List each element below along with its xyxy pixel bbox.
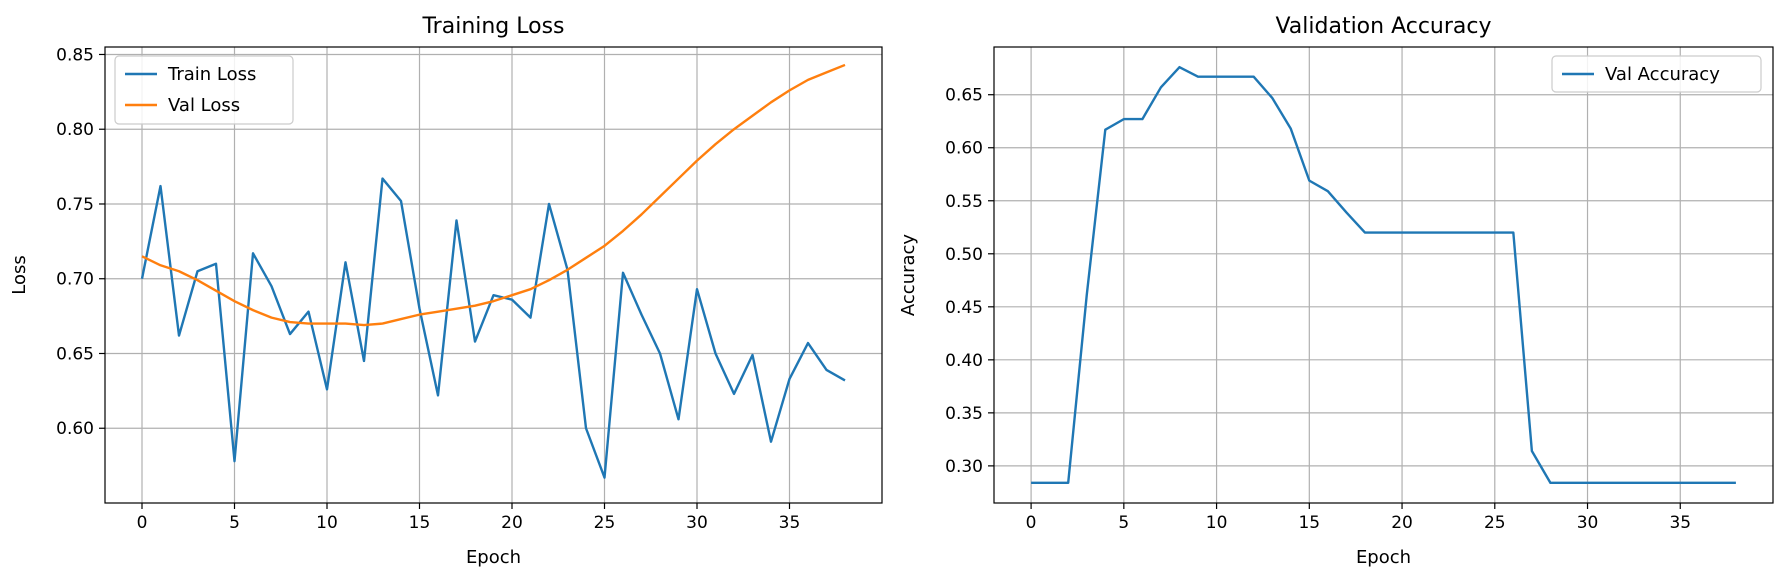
x-tick-label: 5	[229, 513, 240, 533]
x-tick-label: 5	[1118, 513, 1129, 533]
y-tick-label: 0.50	[945, 245, 983, 265]
x-tick-label: 30	[686, 513, 708, 533]
legend-box	[1551, 55, 1762, 93]
grid	[105, 47, 882, 503]
legend: Val Accuracy	[1551, 55, 1762, 93]
y-tick-label: 0.55	[945, 192, 983, 212]
x-tick-label: 35	[779, 513, 801, 533]
x-tick-label: 30	[1577, 513, 1599, 533]
series-lines	[140, 63, 846, 479]
chart-title: Validation Accuracy	[1275, 14, 1491, 39]
plot-frame	[104, 46, 883, 504]
x-tick-label: 0	[137, 513, 148, 533]
x-tick-label: 20	[1391, 513, 1413, 533]
y-tick-label: 0.40	[945, 351, 983, 371]
y-tick-label: 0.30	[945, 457, 983, 477]
series-lines	[1031, 65, 1736, 485]
y-axis-label: Loss	[9, 255, 30, 294]
y-axis-label: Accuracy	[898, 234, 919, 317]
x-tick-label: 15	[409, 513, 431, 533]
legend-box	[114, 55, 294, 125]
y-tick-label: 0.65	[945, 86, 983, 106]
x-axis-label: Epoch	[466, 547, 521, 568]
x-tick-label: 35	[1669, 513, 1691, 533]
y-tick-label: 0.80	[56, 120, 94, 140]
y-tick-label: 0.65	[56, 344, 94, 364]
validation-accuracy-plot: 0 5 10 15 20 25 30 35 0.30 0.35 0.40 0.45 0.50 0.55 0.…	[898, 14, 1774, 568]
y-tick-label: 0.75	[56, 195, 94, 215]
x-axis-label: Epoch	[1356, 547, 1411, 568]
x-tick-label: 15	[1298, 513, 1320, 533]
plot-area	[994, 47, 1773, 503]
y-tick-label: 0.60	[945, 139, 983, 159]
x-tick-label: 25	[1484, 513, 1506, 533]
x-tick-label: 10	[316, 513, 338, 533]
y-tick-label: 0.70	[56, 270, 94, 290]
x-tick-label: 0	[1026, 513, 1037, 533]
x-tick-label: 25	[594, 513, 616, 533]
chart-title: Training Loss	[421, 14, 564, 39]
y-tick-label: 0.45	[945, 298, 983, 318]
series-line	[1031, 65, 1736, 485]
y-tick-label: 0.85	[56, 45, 94, 65]
plot-frame	[993, 46, 1774, 504]
legend-label: Train Loss	[167, 64, 256, 85]
series-line	[141, 63, 846, 327]
y-tick-label: 0.35	[945, 404, 983, 424]
ticks: 0 5 10 15 20 25 30 35 0.30 0.35 0.40 0.45 0.50 0.55 0.…	[945, 86, 1691, 533]
ticks: 0 5 10 15 20 25 30 35 0.60 0.65 0.70 0.75 0.80 0.85	[56, 45, 800, 533]
legend-label: Val Accuracy	[1605, 64, 1720, 85]
x-tick-label: 10	[1206, 513, 1228, 533]
legend-label: Val Loss	[168, 95, 240, 116]
grid	[994, 47, 1773, 503]
x-tick-label: 20	[501, 513, 523, 533]
training-loss-plot: 0 5 10 15 20 25 30 35 0.60 0.65 0.70 0.75 0.80 0.85 T…	[9, 14, 883, 568]
series-line	[140, 177, 846, 479]
y-tick-label: 0.60	[56, 419, 94, 439]
legend: Train Loss Val Loss	[114, 55, 294, 125]
